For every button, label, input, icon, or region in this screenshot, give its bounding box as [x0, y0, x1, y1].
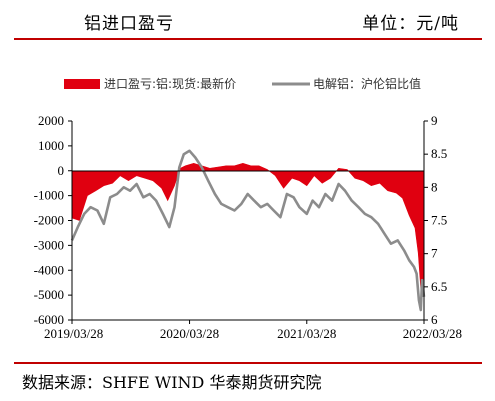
- series-line-ratio: [70, 149, 426, 312]
- page-title: 铝进口盈亏: [84, 14, 174, 34]
- x-tick-label: 2020/03/28: [160, 326, 219, 341]
- y-right-tick-label: 8.5: [431, 146, 447, 161]
- top-rule: [14, 38, 482, 40]
- data-source: 数据来源：SHFE WIND 华泰期货研究院: [22, 373, 322, 392]
- y-left-tick-label: -2000: [34, 213, 64, 228]
- y-left-tick-label: -6000: [34, 312, 64, 327]
- y-right-tick-label: 8: [431, 179, 438, 194]
- y-right-tick-label: 7: [431, 246, 438, 261]
- y-left-tick-label: -5000: [34, 287, 64, 302]
- y-right-tick-label: 6.5: [431, 279, 447, 294]
- unit-label: 单位：元/吨: [362, 14, 459, 34]
- x-tick-label: 2019/03/28: [44, 326, 103, 341]
- y-left-tick-label: -1000: [34, 188, 64, 203]
- y-right-tick-label: 6: [431, 312, 438, 327]
- bottom-rule: [14, 362, 482, 364]
- legend-label-profit: 进口盈亏:铝:现货:最新价: [104, 76, 236, 91]
- y-right-tick-label: 7.5: [431, 213, 447, 228]
- legend: 进口盈亏:铝:现货:最新价 电解铝：沪伦铝比值: [64, 76, 421, 91]
- y-left-tick-label: 1000: [38, 138, 64, 153]
- legend-swatch-profit: [64, 79, 100, 89]
- y-right-tick-label: 9: [431, 113, 438, 128]
- y-left-tick-label: -4000: [34, 262, 64, 277]
- axes: 2000 1000 0 -1000 -2000 -3000 -4000 -5000 -6000 9…: [34, 113, 462, 341]
- series-area-profit: [71, 162, 425, 299]
- legend-label-ratio: 电解铝：沪伦铝比值: [313, 76, 421, 91]
- y-left-tick-label: -3000: [34, 237, 64, 252]
- y-left-tick-label: 2000: [38, 113, 64, 128]
- x-tick-label: 2021/03/28: [277, 326, 336, 341]
- x-tick-label: 2022/03/28: [403, 326, 462, 341]
- header: 铝进口盈亏 单位：元/吨: [0, 0, 495, 40]
- plot-area: [70, 149, 426, 312]
- y-left-tick-label: 0: [58, 163, 65, 178]
